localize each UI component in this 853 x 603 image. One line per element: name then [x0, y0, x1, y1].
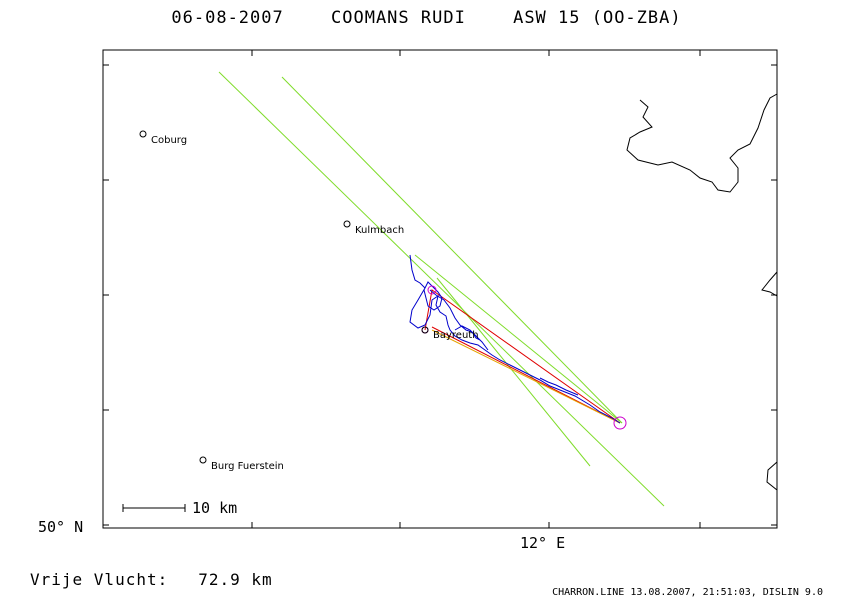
city-label: Burg Fuerstein — [211, 461, 284, 472]
city-label: Kulmbach — [355, 225, 404, 236]
free-flight-distance: 72.9 km — [198, 570, 273, 589]
turnpoint-marker — [613, 416, 627, 430]
city-burg-fuerstein: Burg Fuerstein — [199, 456, 284, 472]
city-coburg: Coburg — [139, 130, 187, 146]
city-marker — [421, 326, 429, 334]
longitude-label: 12° E — [520, 534, 565, 552]
axis-ticks — [103, 50, 777, 528]
free-flight-label: Vrije Vlucht: — [30, 570, 169, 589]
plot-footer: CHARRON.LINE 13.08.2007, 21:51:03, DISLI… — [552, 587, 823, 598]
pilot-name: COOMANS RUDI — [331, 8, 466, 28]
country-border — [626, 93, 778, 193]
flight-date: 06-08-2007 — [171, 8, 284, 28]
scale-label: 10 km — [192, 499, 237, 517]
turnpoint-marker — [427, 285, 437, 295]
city-marker — [199, 456, 207, 464]
country-border — [766, 461, 778, 491]
map-frame — [102, 49, 778, 529]
route-legs — [424, 289, 621, 424]
flight-track — [409, 254, 621, 424]
map-title: 06-08-2007 COOMANS RUDI ASW 15 (OO-ZBA) — [0, 8, 853, 28]
observation-sector — [218, 71, 665, 507]
glider-id: ASW 15 (OO-ZBA) — [513, 8, 682, 28]
scale-bar — [122, 504, 186, 512]
city-label: Coburg — [151, 135, 187, 146]
free-flight-summary: Vrije Vlucht: 72.9 km — [30, 570, 273, 589]
city-bayreuth: Bayreuth — [421, 326, 479, 341]
latitude-label: 50° N — [38, 518, 83, 536]
city-label: Bayreuth — [433, 330, 479, 341]
country-border — [761, 271, 778, 297]
city-marker — [139, 130, 147, 138]
city-kulmbach: Kulmbach — [343, 220, 404, 236]
city-marker — [343, 220, 351, 228]
